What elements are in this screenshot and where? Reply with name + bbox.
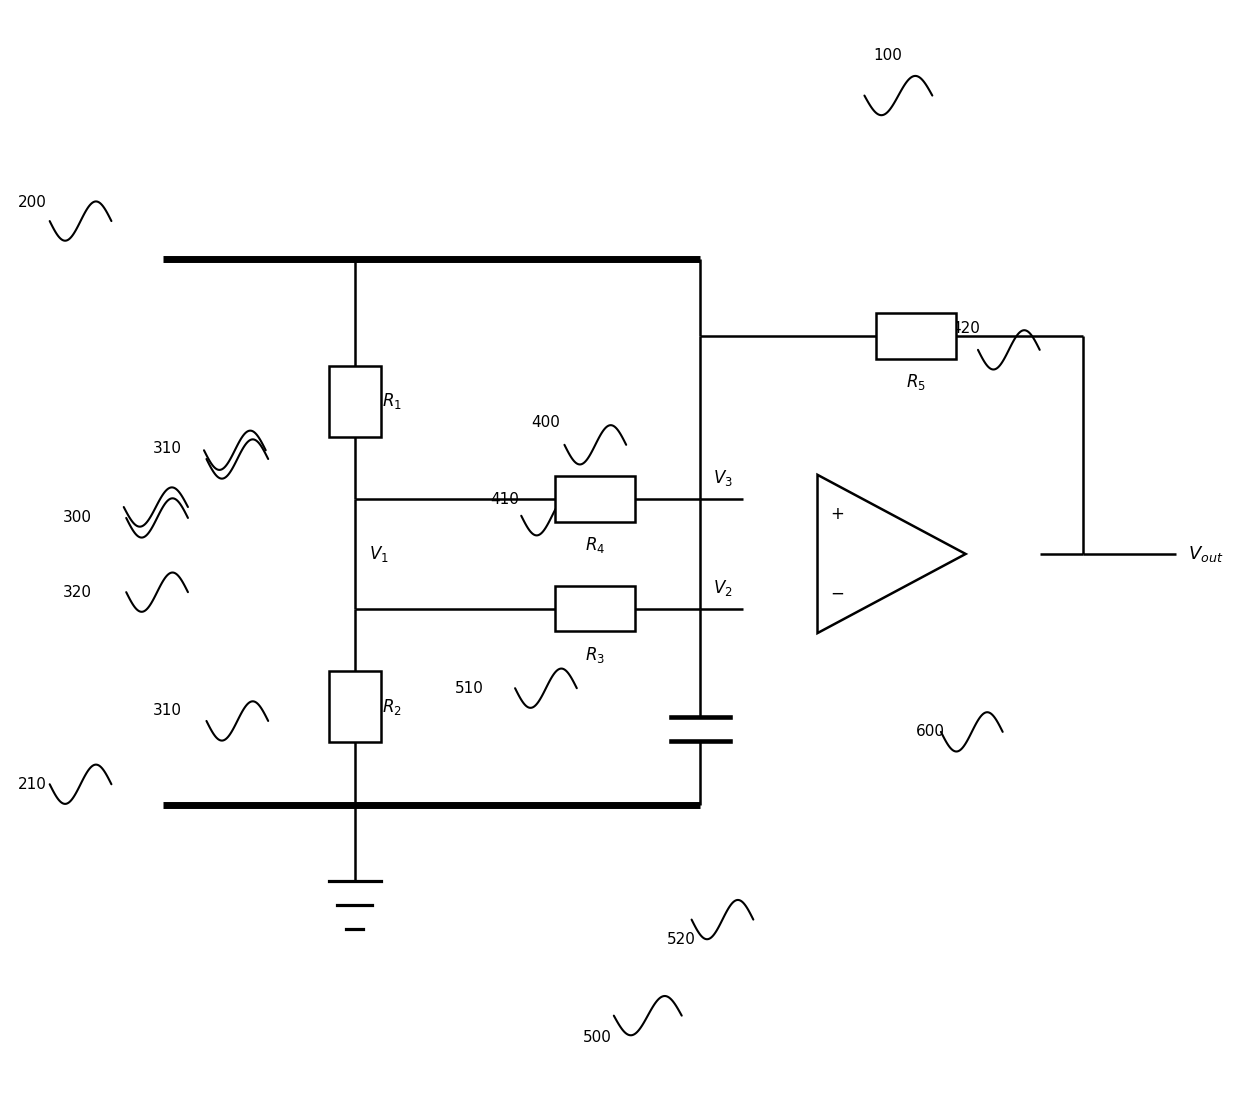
Text: 400: 400: [531, 416, 560, 430]
Text: +: +: [831, 506, 844, 523]
Text: $V_2$: $V_2$: [713, 578, 732, 598]
Bar: [329, 671, 381, 743]
Text: 310: 310: [153, 702, 182, 717]
Text: 200: 200: [17, 195, 46, 210]
Text: $R_1$: $R_1$: [382, 392, 402, 411]
Text: $R_3$: $R_3$: [585, 645, 605, 665]
Text: 410: 410: [490, 491, 520, 507]
Bar: [877, 313, 956, 359]
Bar: [556, 476, 635, 522]
Text: $V_{out}$: $V_{out}$: [1188, 544, 1223, 564]
Text: 310: 310: [153, 441, 182, 455]
Text: 320: 320: [63, 585, 92, 600]
Text: 420: 420: [951, 320, 980, 336]
Bar: [329, 365, 381, 437]
Text: 520: 520: [667, 931, 696, 947]
Text: 510: 510: [455, 681, 484, 695]
Text: $R_5$: $R_5$: [906, 372, 926, 392]
Text: $R_2$: $R_2$: [382, 697, 402, 716]
Text: 500: 500: [583, 1030, 611, 1045]
Text: $V_1$: $V_1$: [370, 544, 389, 564]
Text: $R_4$: $R_4$: [585, 535, 605, 555]
Text: $V_3$: $V_3$: [713, 468, 733, 488]
Bar: [556, 586, 635, 632]
Text: −: −: [831, 585, 844, 602]
Text: 210: 210: [17, 777, 46, 792]
Text: 300: 300: [63, 510, 92, 525]
Text: 600: 600: [916, 724, 945, 739]
Text: 100: 100: [873, 47, 901, 63]
